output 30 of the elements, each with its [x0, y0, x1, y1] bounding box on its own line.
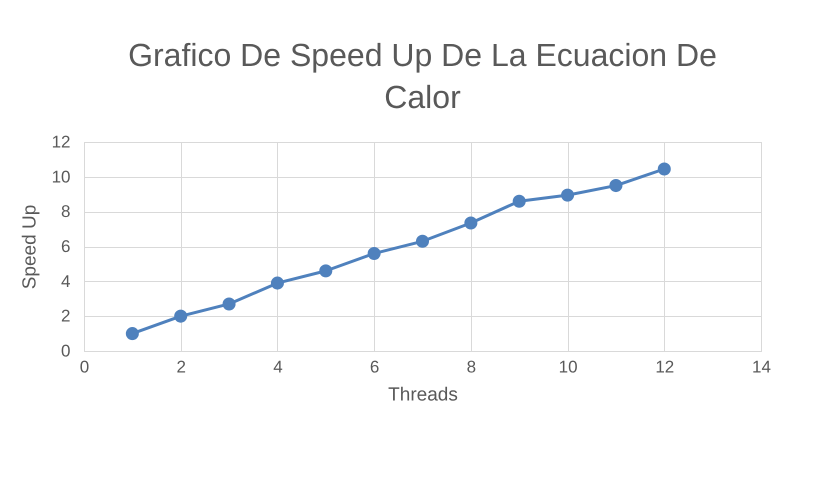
- point: [368, 246, 381, 260]
- x-tick-label: 4: [273, 358, 283, 376]
- x-tick-label: 2: [176, 358, 186, 376]
- point: [464, 216, 478, 230]
- x-tick-label: 12: [655, 358, 674, 376]
- y-tick-label: 2: [61, 306, 70, 326]
- y-tick-label: 0: [61, 342, 70, 360]
- y-tick-label: 8: [61, 202, 70, 222]
- point: [512, 194, 526, 208]
- x-tick-label: 0: [80, 358, 90, 376]
- x-tick-label: 14: [752, 358, 771, 376]
- x-tick-label: 6: [370, 358, 380, 376]
- point: [609, 179, 622, 192]
- x-tick-label: 10: [558, 358, 578, 376]
- y-tick-label: 6: [61, 237, 70, 256]
- point: [416, 234, 430, 248]
- point: [561, 188, 574, 202]
- y-tick-label: 12: [52, 132, 70, 152]
- point: [319, 264, 332, 278]
- x-axis-title: Threads: [388, 384, 458, 406]
- y-tick-label: 10: [52, 167, 70, 186]
- x-tick-label: 8: [466, 358, 476, 376]
- point: [126, 327, 139, 340]
- point: [222, 297, 236, 310]
- y-tick-label: 4: [61, 272, 70, 291]
- chart-title: Grafico De Speed Up De La Ecuacion De Calor: [128, 37, 717, 115]
- y-axis-title: Speed Up: [20, 204, 41, 290]
- point: [174, 310, 188, 323]
- point: [658, 162, 671, 176]
- point: [270, 276, 284, 290]
